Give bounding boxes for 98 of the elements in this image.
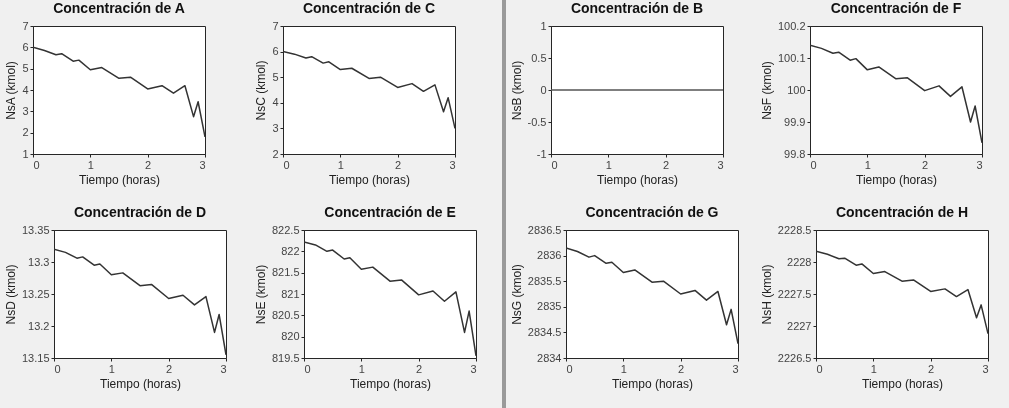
x-tick-label: 0 (816, 362, 823, 375)
x-tick-label: 1 (87, 158, 94, 171)
x-tick-label: 0 (304, 362, 311, 375)
x-tick-label: 2 (678, 362, 685, 375)
chart-title: Concentración de H (835, 204, 969, 220)
y-tick-label: 13.25 (21, 287, 50, 300)
x-tick-label: 2 (928, 362, 935, 375)
x-axis-title: Tiempo (horas) (862, 376, 943, 391)
y-axis-title: NsA (kmol) (4, 61, 19, 120)
x-tick-label: 1 (870, 362, 877, 375)
y-tick-label: -1 (536, 147, 547, 160)
y-tick-label: 7 (22, 19, 29, 32)
chart-title: Concentración de A (53, 0, 185, 16)
x-tick-label: 3 (199, 158, 206, 171)
y-tick-label: 1 (540, 19, 547, 32)
y-tick-label: 100 (787, 83, 806, 96)
y-tick-label: 6 (272, 45, 279, 58)
x-axis-title: Tiempo (horas) (597, 172, 678, 187)
y-tick-label: 2836.5 (527, 223, 562, 236)
y-tick-label: 99.8 (784, 147, 806, 160)
y-tick-label: 2835 (537, 300, 562, 313)
y-tick-label: 13.35 (21, 223, 50, 236)
y-tick-label: 2227.5 (777, 287, 812, 300)
chart-title: Concentración de C (302, 0, 436, 16)
y-tick-label: 2834 (537, 351, 562, 364)
y-tick-label: 0.5 (531, 51, 547, 64)
y-tick-label: 820 (281, 330, 300, 343)
chart-title: Concentración de D (73, 204, 207, 220)
y-tick-label: 13.15 (21, 351, 50, 364)
y-tick-label: 2834.5 (527, 325, 562, 338)
y-tick-label: 3 (272, 121, 279, 134)
y-tick-label: 1 (22, 147, 29, 160)
y-tick-label: 2 (272, 147, 279, 160)
x-tick-label: 2 (395, 158, 402, 171)
x-tick-label: 2 (922, 158, 929, 171)
y-tick-label: 6 (22, 40, 29, 53)
y-tick-label: 13.3 (28, 255, 50, 268)
y-tick-label: 2227 (787, 319, 812, 332)
chart-title: Concentración de F (830, 0, 962, 16)
chart-title: Concentración de G (585, 204, 719, 220)
x-axis-title: Tiempo (horas) (612, 376, 693, 391)
y-tick-label: 821.5 (271, 266, 300, 279)
x-tick-label: 1 (337, 158, 344, 171)
y-tick-label: 4 (22, 83, 29, 96)
y-tick-label: 5 (22, 62, 29, 75)
y-tick-label: 4 (272, 96, 279, 109)
y-tick-label: 13.2 (28, 319, 50, 332)
x-tick-label: 0 (566, 362, 573, 375)
y-tick-label: -0.5 (527, 115, 547, 128)
x-axis-title: Tiempo (horas) (329, 172, 410, 187)
y-axis-title: NsG (kmol) (509, 264, 524, 325)
x-tick-label: 1 (620, 362, 627, 375)
x-tick-label: 2 (166, 362, 173, 375)
x-axis-title: Tiempo (horas) (100, 376, 181, 391)
x-tick-label: 3 (220, 362, 227, 375)
y-tick-label: 100.1 (777, 51, 806, 64)
x-tick-label: 1 (605, 158, 612, 171)
x-axis-title: Tiempo (horas) (79, 172, 160, 187)
y-tick-label: 2228 (787, 255, 812, 268)
y-tick-label: 2836 (537, 249, 562, 262)
y-axis-title: NsD (kmol) (3, 264, 18, 325)
y-tick-label: 2228.5 (777, 223, 812, 236)
x-axis-title: Tiempo (horas) (350, 376, 431, 391)
y-axis-title: NsF (kmol) (759, 61, 774, 120)
y-tick-label: 2 (22, 126, 29, 139)
x-tick-label: 3 (732, 362, 739, 375)
y-tick-label: 2226.5 (777, 351, 812, 364)
x-tick-label: 2 (663, 158, 670, 171)
x-tick-label: 3 (470, 362, 477, 375)
y-tick-label: 822 (281, 244, 300, 257)
x-tick-label: 3 (976, 158, 983, 171)
y-tick-label: 100.2 (777, 19, 806, 32)
y-tick-label: 7 (272, 19, 279, 32)
x-tick-label: 0 (54, 362, 61, 375)
y-axis-title: NsH (kmol) (759, 264, 774, 325)
x-tick-label: 1 (358, 362, 365, 375)
y-tick-label: 819.5 (271, 351, 300, 364)
y-tick-label: 99.9 (784, 115, 806, 128)
x-tick-label: 1 (864, 158, 871, 171)
y-tick-label: 821 (281, 287, 300, 300)
y-axis-title: NsE (kmol) (253, 264, 268, 325)
chart-title: Concentración de B (570, 0, 704, 16)
y-tick-label: 820.5 (271, 308, 300, 321)
y-axis-title: NsB (kmol) (509, 60, 524, 121)
x-tick-label: 2 (416, 362, 423, 375)
y-tick-label: 2835.5 (527, 274, 562, 287)
y-axis-title: NsC (kmol) (254, 60, 269, 121)
x-tick-label: 3 (449, 158, 456, 171)
y-tick-label: 3 (22, 104, 29, 117)
x-tick-label: 2 (145, 158, 152, 171)
y-tick-label: 5 (272, 70, 279, 83)
x-tick-label: 1 (108, 362, 115, 375)
x-axis-title: Tiempo (horas) (856, 172, 937, 187)
x-tick-label: 3 (717, 158, 724, 171)
y-tick-label: 0 (540, 83, 547, 96)
x-tick-label: 3 (982, 362, 989, 375)
y-tick-label: 822.5 (271, 223, 300, 236)
chart-title: Concentración de E (324, 204, 456, 220)
